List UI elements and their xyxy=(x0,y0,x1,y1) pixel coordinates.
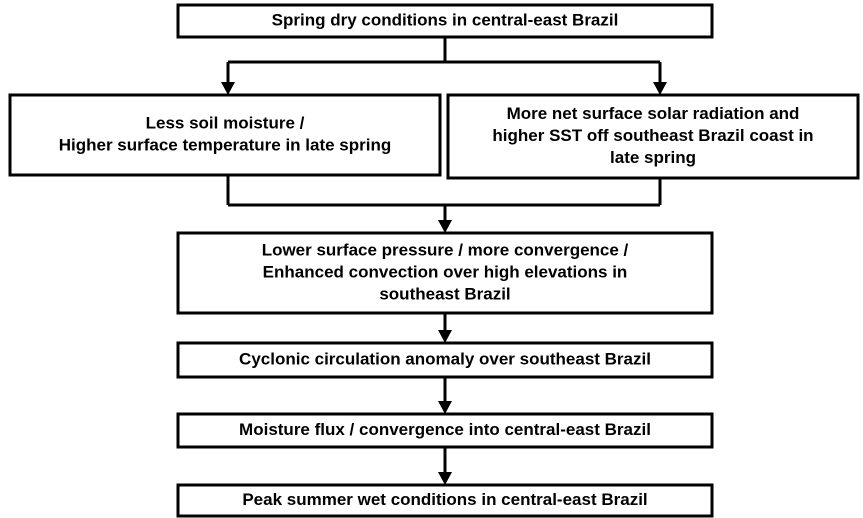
arrow-head xyxy=(438,472,452,485)
node-box xyxy=(446,93,860,180)
node-label: More net surface solar radiation and xyxy=(507,104,800,123)
node-label: higher SST off southeast Brazil coast in xyxy=(492,126,813,145)
node: Less soil moisture / Higher surface tempe… xyxy=(8,93,442,177)
node-label: Less soil moisture / xyxy=(146,113,305,132)
nodes: Spring dry conditions in central-east Br… xyxy=(8,3,860,518)
connector xyxy=(226,175,662,222)
arrow-head xyxy=(653,82,667,95)
node-label: late spring xyxy=(610,148,696,167)
node-box xyxy=(176,412,714,449)
connector xyxy=(226,37,662,84)
node: Moisture flux / convergence into central… xyxy=(176,412,714,449)
arrow-head xyxy=(438,401,452,414)
node-box xyxy=(176,231,714,315)
connectors xyxy=(221,37,667,485)
node-label: Cyclonic circulation anomaly over southe… xyxy=(239,349,651,368)
node: Peak summer wet conditions in central-ea… xyxy=(176,483,714,518)
node-box xyxy=(176,483,714,518)
node-label: Higher surface temperature in late sprin… xyxy=(59,135,392,154)
node: More net surface solar radiation and high… xyxy=(446,93,860,180)
arrow-head xyxy=(438,330,452,343)
node: Cyclonic circulation anomaly over southe… xyxy=(176,341,714,379)
node: Spring dry conditions in central-east Br… xyxy=(176,3,714,39)
arrow-head xyxy=(438,220,452,233)
node-label: Spring dry conditions in central-east Br… xyxy=(272,10,619,29)
node-box xyxy=(176,3,714,39)
node: Lower surface pressure / more convergenc… xyxy=(176,231,714,315)
node-box xyxy=(176,341,714,379)
node-label: Moisture flux / convergence into central… xyxy=(239,420,651,439)
node-box xyxy=(8,93,442,177)
node-label: Enhanced convection over high elevations… xyxy=(263,262,628,281)
arrow-head xyxy=(221,82,235,95)
node-label: Lower surface pressure / more convergenc… xyxy=(262,240,629,259)
node-label: Peak summer wet conditions in central-ea… xyxy=(242,490,647,509)
node-label: southeast Brazil xyxy=(379,284,510,303)
